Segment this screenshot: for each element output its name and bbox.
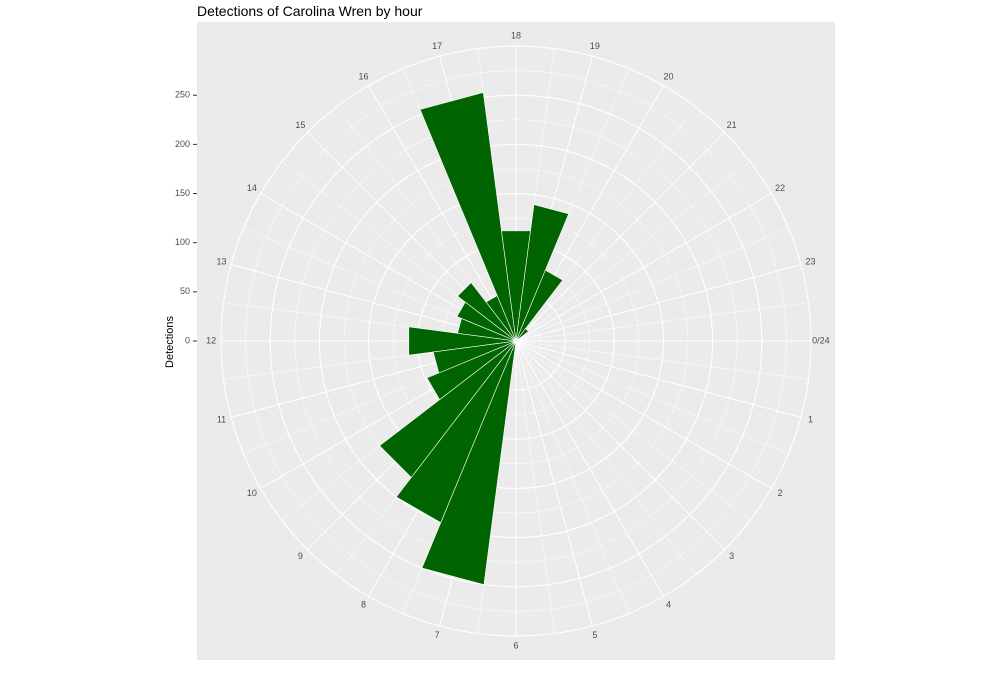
hour-label: 20 (663, 71, 673, 81)
hour-label: 1 (808, 414, 813, 424)
hour-label: 23 (805, 256, 815, 266)
y-tick-label: 250 (175, 90, 190, 100)
grid-spoke-minor (515, 340, 789, 455)
hour-label: 17 (432, 41, 442, 51)
grid-spoke-minor (515, 161, 751, 342)
hour-label: 10 (247, 488, 257, 498)
hour-label: 16 (358, 71, 368, 81)
y-tick-label: 150 (175, 188, 190, 198)
grid-spoke-minor (515, 340, 630, 614)
y-tick-label: 50 (180, 286, 190, 296)
grid-spoke-minor (515, 340, 809, 380)
hour-label: 6 (513, 640, 518, 650)
hour-label: 13 (216, 256, 226, 266)
bar-hour-21 (515, 328, 529, 342)
hour-label: 7 (435, 630, 440, 640)
grid-spoke (515, 340, 593, 626)
hour-label: 11 (217, 414, 226, 424)
hour-label: 18 (511, 30, 521, 40)
hour-label: 15 (295, 120, 305, 130)
hour-label: 19 (590, 41, 600, 51)
hour-label: 9 (298, 551, 303, 561)
grid-spoke (515, 340, 725, 550)
grid-spoke (515, 340, 664, 597)
bar-hour-20 (515, 269, 564, 342)
grid-spoke-minor (515, 340, 751, 521)
y-tick-label: 0 (185, 335, 190, 345)
grid-spoke-minor (515, 340, 555, 634)
grid-spoke (368, 85, 517, 342)
hour-label: 22 (775, 183, 785, 193)
hour-label: 8 (361, 599, 366, 609)
hour-label: 0/24 (812, 335, 830, 345)
hour-label: 2 (778, 488, 783, 498)
y-tick-label: 200 (175, 139, 190, 149)
hour-label: 4 (666, 599, 671, 609)
hour-labels: 0/24123456789101112131415161718192021222… (206, 30, 830, 650)
hour-label: 3 (729, 551, 734, 561)
chart-title: Detections of Carolina Wren by hour (197, 3, 423, 19)
grid-spoke (515, 264, 801, 342)
grid-spoke-minor (515, 340, 696, 576)
y-tick-label: 100 (175, 237, 190, 247)
grid-spoke-minor (515, 227, 789, 342)
hour-label: 12 (206, 335, 216, 345)
grid-spoke (515, 340, 772, 489)
grid-spoke-minor (515, 302, 809, 342)
grid-spoke (515, 132, 725, 342)
hour-label: 5 (592, 630, 597, 640)
bar-series (379, 92, 570, 586)
hour-label: 21 (727, 120, 737, 130)
grid-spoke (515, 193, 772, 342)
hour-label: 14 (247, 183, 257, 193)
bar-hour-17 (419, 92, 517, 342)
y-axis-ticks: 0 50 100 150 200 250 (175, 90, 197, 345)
y-axis-label: Detections (164, 316, 176, 368)
bar-hour-0/24 (515, 340, 520, 342)
grid-spoke (515, 340, 801, 418)
